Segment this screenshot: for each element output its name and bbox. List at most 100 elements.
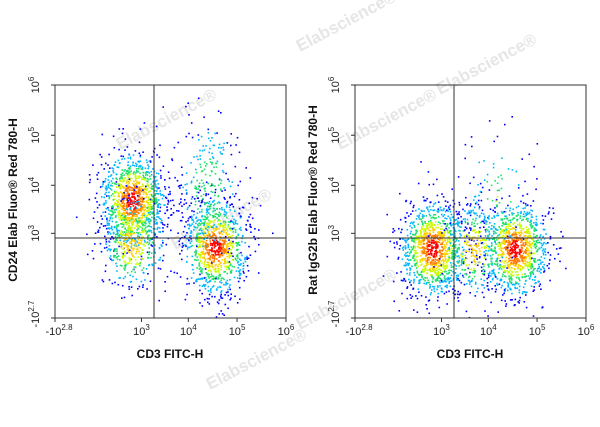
event-dot xyxy=(437,201,440,203)
event-dot xyxy=(180,198,182,200)
event-dot xyxy=(441,243,444,246)
event-dot xyxy=(132,268,134,271)
event-dot xyxy=(415,230,417,232)
event-dot xyxy=(237,260,240,263)
event-dot xyxy=(450,225,452,227)
event-dot xyxy=(441,288,443,290)
event-dot xyxy=(451,250,454,252)
event-dot xyxy=(496,282,498,285)
event-dot xyxy=(130,286,133,288)
event-dot xyxy=(229,279,231,281)
event-dot xyxy=(133,171,135,173)
event-dot xyxy=(521,273,524,276)
event-dot xyxy=(548,211,550,213)
event-dot xyxy=(226,255,228,258)
event-dot xyxy=(526,204,529,206)
event-dot xyxy=(116,250,118,252)
event-dot xyxy=(443,207,445,210)
event-dot xyxy=(422,196,425,198)
event-dot xyxy=(214,264,217,266)
event-dot xyxy=(135,162,137,165)
event-dot xyxy=(102,203,105,206)
event-dot xyxy=(141,206,143,209)
event-dot xyxy=(134,207,136,210)
event-dot xyxy=(202,218,204,221)
event-dot xyxy=(514,232,517,235)
event-dot xyxy=(436,259,438,261)
event-dot xyxy=(201,252,204,254)
event-dot xyxy=(440,249,443,252)
event-dot xyxy=(200,220,202,222)
event-dot xyxy=(406,229,409,231)
event-dot xyxy=(415,235,417,238)
event-dot xyxy=(147,210,149,213)
event-dot xyxy=(457,290,459,293)
event-dot xyxy=(136,195,139,197)
event-dot xyxy=(193,225,195,228)
event-dot xyxy=(236,136,239,139)
event-dot xyxy=(195,252,197,255)
event-dot xyxy=(442,241,444,244)
event-dot xyxy=(418,214,420,217)
event-dot xyxy=(505,223,508,226)
event-dot xyxy=(225,248,227,251)
event-dot xyxy=(444,210,447,213)
event-dot xyxy=(456,279,458,281)
event-dot xyxy=(458,211,460,213)
event-dot xyxy=(527,230,529,232)
event-dot xyxy=(526,250,528,252)
event-dot xyxy=(221,225,224,228)
event-dot xyxy=(442,240,444,242)
event-dot xyxy=(509,287,511,290)
event-dot xyxy=(423,252,425,254)
event-dot xyxy=(223,215,226,217)
event-dot xyxy=(497,242,500,244)
event-dot xyxy=(446,223,449,225)
event-dot xyxy=(522,286,525,289)
event-dot xyxy=(232,240,234,243)
event-dot xyxy=(487,245,489,247)
event-dot xyxy=(126,184,129,186)
event-dot xyxy=(511,214,514,216)
event-dot xyxy=(438,277,441,279)
event-dot xyxy=(524,232,527,234)
event-dot xyxy=(121,198,124,201)
event-dot xyxy=(231,245,234,247)
event-dot xyxy=(123,212,125,214)
event-dot xyxy=(451,247,453,250)
event-dot xyxy=(218,177,221,180)
event-dot xyxy=(141,168,144,171)
event-dot xyxy=(197,278,199,280)
event-dot xyxy=(123,180,125,182)
event-dot xyxy=(215,277,217,280)
event-dot xyxy=(130,237,132,240)
event-dot xyxy=(172,212,175,214)
event-dot xyxy=(501,260,503,262)
event-dot xyxy=(515,244,517,247)
event-dot xyxy=(126,190,129,192)
event-dot xyxy=(195,240,198,242)
event-dot xyxy=(442,253,445,255)
event-dot xyxy=(120,173,122,176)
event-dot xyxy=(236,255,238,257)
event-dot xyxy=(216,202,219,205)
event-dot xyxy=(144,179,147,182)
event-dot xyxy=(119,204,122,207)
event-dot xyxy=(123,205,126,207)
event-dot xyxy=(437,286,439,288)
event-dot xyxy=(476,291,478,293)
event-dot xyxy=(139,264,141,267)
event-dot xyxy=(536,270,539,272)
event-dot xyxy=(487,315,489,317)
event-dot xyxy=(508,260,510,263)
event-dot xyxy=(488,246,491,248)
event-dot xyxy=(97,171,100,174)
event-dot xyxy=(499,278,502,281)
event-dot xyxy=(450,280,453,282)
event-dot xyxy=(192,268,194,271)
event-dot xyxy=(540,246,543,249)
event-dot xyxy=(501,275,504,278)
event-dot xyxy=(430,247,433,249)
event-dot xyxy=(129,199,132,202)
event-dot xyxy=(532,239,534,241)
